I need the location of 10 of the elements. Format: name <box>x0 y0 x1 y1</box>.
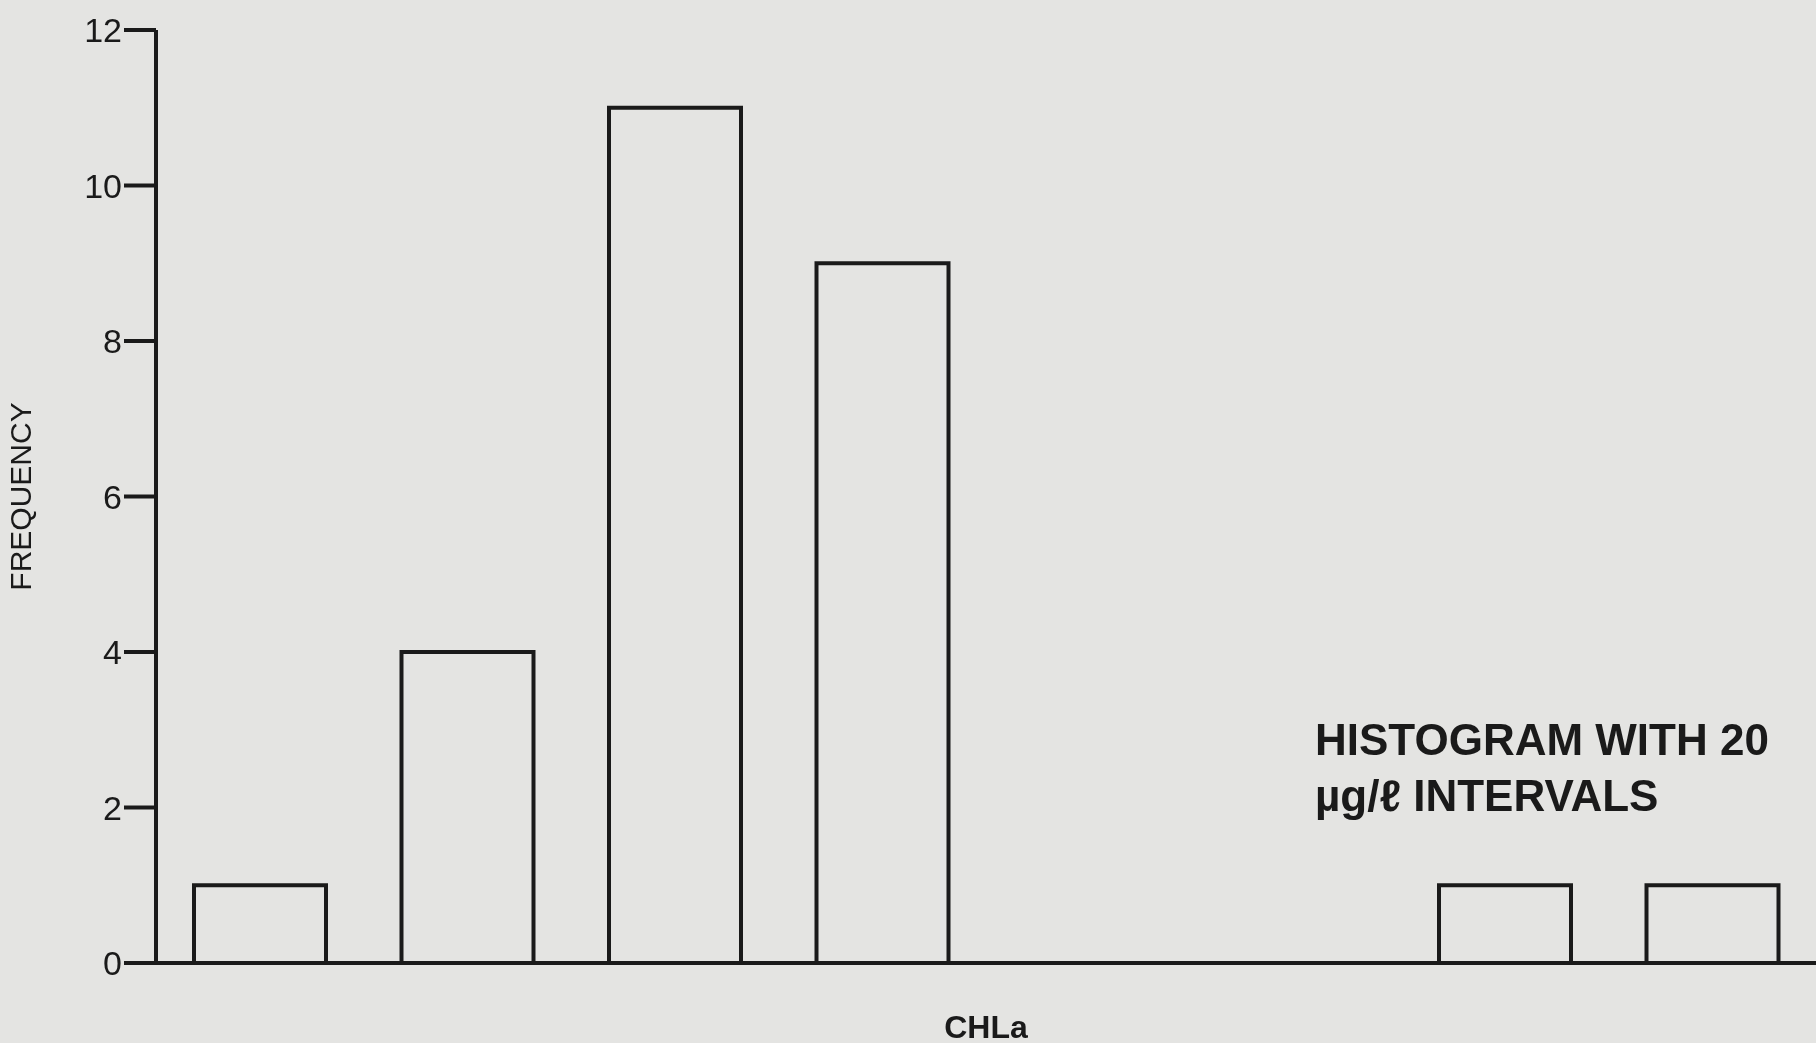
y-tick-label: 8 <box>103 322 122 361</box>
y-tick-label: 6 <box>103 477 122 516</box>
y-tick-label: 12 <box>84 11 122 50</box>
y-tick-label: 2 <box>103 788 122 827</box>
x-axis-title: CHLa <box>944 1009 1028 1043</box>
annotation: HISTOGRAM WITH 20 µg/ℓ INTERVALS <box>1315 714 1770 822</box>
y-tick-label: 4 <box>103 633 122 672</box>
y-tick-label: 0 <box>103 944 122 983</box>
y-axis-title: FREQUENCY <box>3 402 37 591</box>
y-tick-label: 10 <box>84 166 122 205</box>
